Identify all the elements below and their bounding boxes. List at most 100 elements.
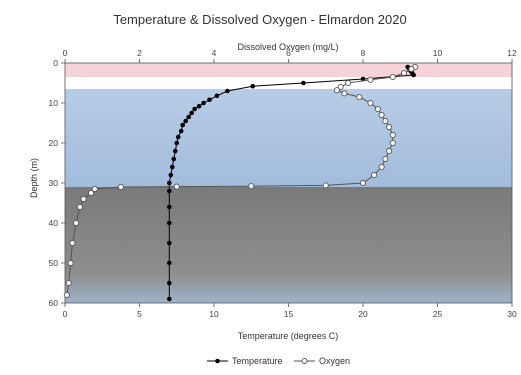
data-point-oxygen xyxy=(386,147,393,155)
data-point-oxygen xyxy=(337,83,344,91)
data-point-temperature xyxy=(180,122,186,128)
data-point-oxygen xyxy=(341,90,348,97)
data-point-temperature xyxy=(167,260,172,266)
x2-tick-label: 0 xyxy=(63,48,68,58)
data-point-oxygen xyxy=(76,203,83,211)
data-point-oxygen xyxy=(73,219,80,227)
data-point-temperature xyxy=(360,76,366,82)
legend-temperature-marker xyxy=(215,358,220,364)
data-point-temperature xyxy=(214,93,220,99)
data-point-temperature xyxy=(189,110,194,116)
x-tick-label: 25 xyxy=(433,309,443,319)
data-point-temperature xyxy=(301,80,306,86)
data-point-oxygen xyxy=(371,171,378,179)
band-hypolimnion xyxy=(65,89,512,187)
x2-tick-label: 6 xyxy=(286,48,291,58)
data-point-oxygen xyxy=(333,87,340,94)
data-point-oxygen xyxy=(69,239,76,247)
data-point-temperature xyxy=(167,188,172,194)
data-point-oxygen xyxy=(367,76,374,83)
x2-tick-label: 2 xyxy=(137,48,142,58)
data-point-temperature xyxy=(171,156,177,162)
data-point-oxygen xyxy=(389,139,396,147)
y-tick-label: 40 xyxy=(49,218,59,228)
y-tick-label: 10 xyxy=(49,98,59,108)
top-axis-label: Dissolved Oxygen (mg/L) xyxy=(237,42,338,52)
data-point-oxygen xyxy=(408,65,415,73)
x2-tick-label: 10 xyxy=(433,48,443,58)
data-point-temperature xyxy=(178,128,184,134)
data-point-temperature xyxy=(167,240,172,246)
y-axis-label: Depth (m) xyxy=(29,158,39,198)
data-point-temperature xyxy=(172,148,178,154)
legend-item-oxygen: Oxygen xyxy=(294,356,350,366)
data-point-temperature xyxy=(169,164,175,170)
data-point-oxygen xyxy=(322,182,329,189)
data-point-temperature xyxy=(167,180,172,186)
data-point-oxygen xyxy=(382,117,389,125)
bottom-axis-label: Temperature (degrees C) xyxy=(238,331,339,341)
data-point-temperature xyxy=(168,172,174,178)
y-tick-label: 20 xyxy=(49,138,59,148)
chart-title: Temperature & Dissolved Oxygen - Elmardo… xyxy=(113,12,406,27)
depth-bands xyxy=(65,63,512,303)
data-point-temperature xyxy=(411,72,416,78)
data-point-oxygen xyxy=(63,291,70,299)
data-point-oxygen xyxy=(91,185,98,193)
data-point-oxygen xyxy=(386,123,393,131)
data-point-temperature xyxy=(167,296,172,302)
data-point-oxygen xyxy=(400,69,408,77)
data-point-oxygen xyxy=(80,195,87,203)
data-point-oxygen xyxy=(389,131,396,139)
x-tick-label: 5 xyxy=(137,309,142,319)
data-point-oxygen xyxy=(378,163,385,171)
data-point-temperature xyxy=(201,100,206,106)
data-point-oxygen xyxy=(88,189,95,197)
data-point-oxygen xyxy=(389,73,396,81)
data-point-temperature xyxy=(167,280,172,286)
x2-tick-label: 4 xyxy=(212,48,217,58)
band-sediment xyxy=(65,187,512,303)
data-point-oxygen xyxy=(356,93,363,101)
data-point-oxygen xyxy=(374,105,381,113)
data-point-temperature xyxy=(167,204,172,210)
y-tick-label: 60 xyxy=(49,298,59,308)
data-point-oxygen xyxy=(367,99,374,107)
data-point-temperature xyxy=(186,114,191,120)
legend-oxygen-marker xyxy=(301,358,308,364)
legend-temperature-label: Temperature xyxy=(232,356,283,366)
data-point-temperature xyxy=(183,118,188,124)
x2-tick-label: 8 xyxy=(361,48,366,58)
y-tick-label: 0 xyxy=(53,58,58,68)
data-point-oxygen xyxy=(248,183,255,190)
data-point-temperature xyxy=(250,83,256,89)
x-tick-label: 10 xyxy=(209,309,219,319)
data-point-temperature xyxy=(167,220,172,226)
series-temperature xyxy=(167,64,416,302)
data-point-temperature xyxy=(196,103,202,109)
x2-tick-label: 12 xyxy=(507,48,517,58)
x-tick-label: 20 xyxy=(358,309,368,319)
data-point-temperature xyxy=(207,97,212,103)
band-metalimnion xyxy=(65,77,512,89)
data-point-oxygen xyxy=(173,183,180,190)
x-tick-label: 30 xyxy=(507,309,517,319)
legend-oxygen-label: Oxygen xyxy=(319,356,350,366)
data-series xyxy=(63,63,419,302)
data-point-oxygen xyxy=(67,259,74,267)
data-point-oxygen xyxy=(382,155,389,163)
axes: 0 5 10 15 20 25 30 0 2 4 6 8 10 12 0 10 20 30 40 50 60 xyxy=(49,48,517,319)
y-tick-label: 30 xyxy=(49,178,59,188)
x-tick-label: 15 xyxy=(284,309,294,319)
x-tick-label: 0 xyxy=(63,309,68,319)
data-point-oxygen xyxy=(359,179,367,187)
data-point-temperature xyxy=(225,88,230,94)
series-oxygen xyxy=(63,63,419,299)
data-point-temperature xyxy=(174,140,180,146)
legend-item-temperature: Temperature xyxy=(207,356,283,366)
data-point-oxygen xyxy=(117,183,124,191)
band-epilimnion xyxy=(65,63,512,77)
legend: Temperature Oxygen xyxy=(207,356,350,366)
